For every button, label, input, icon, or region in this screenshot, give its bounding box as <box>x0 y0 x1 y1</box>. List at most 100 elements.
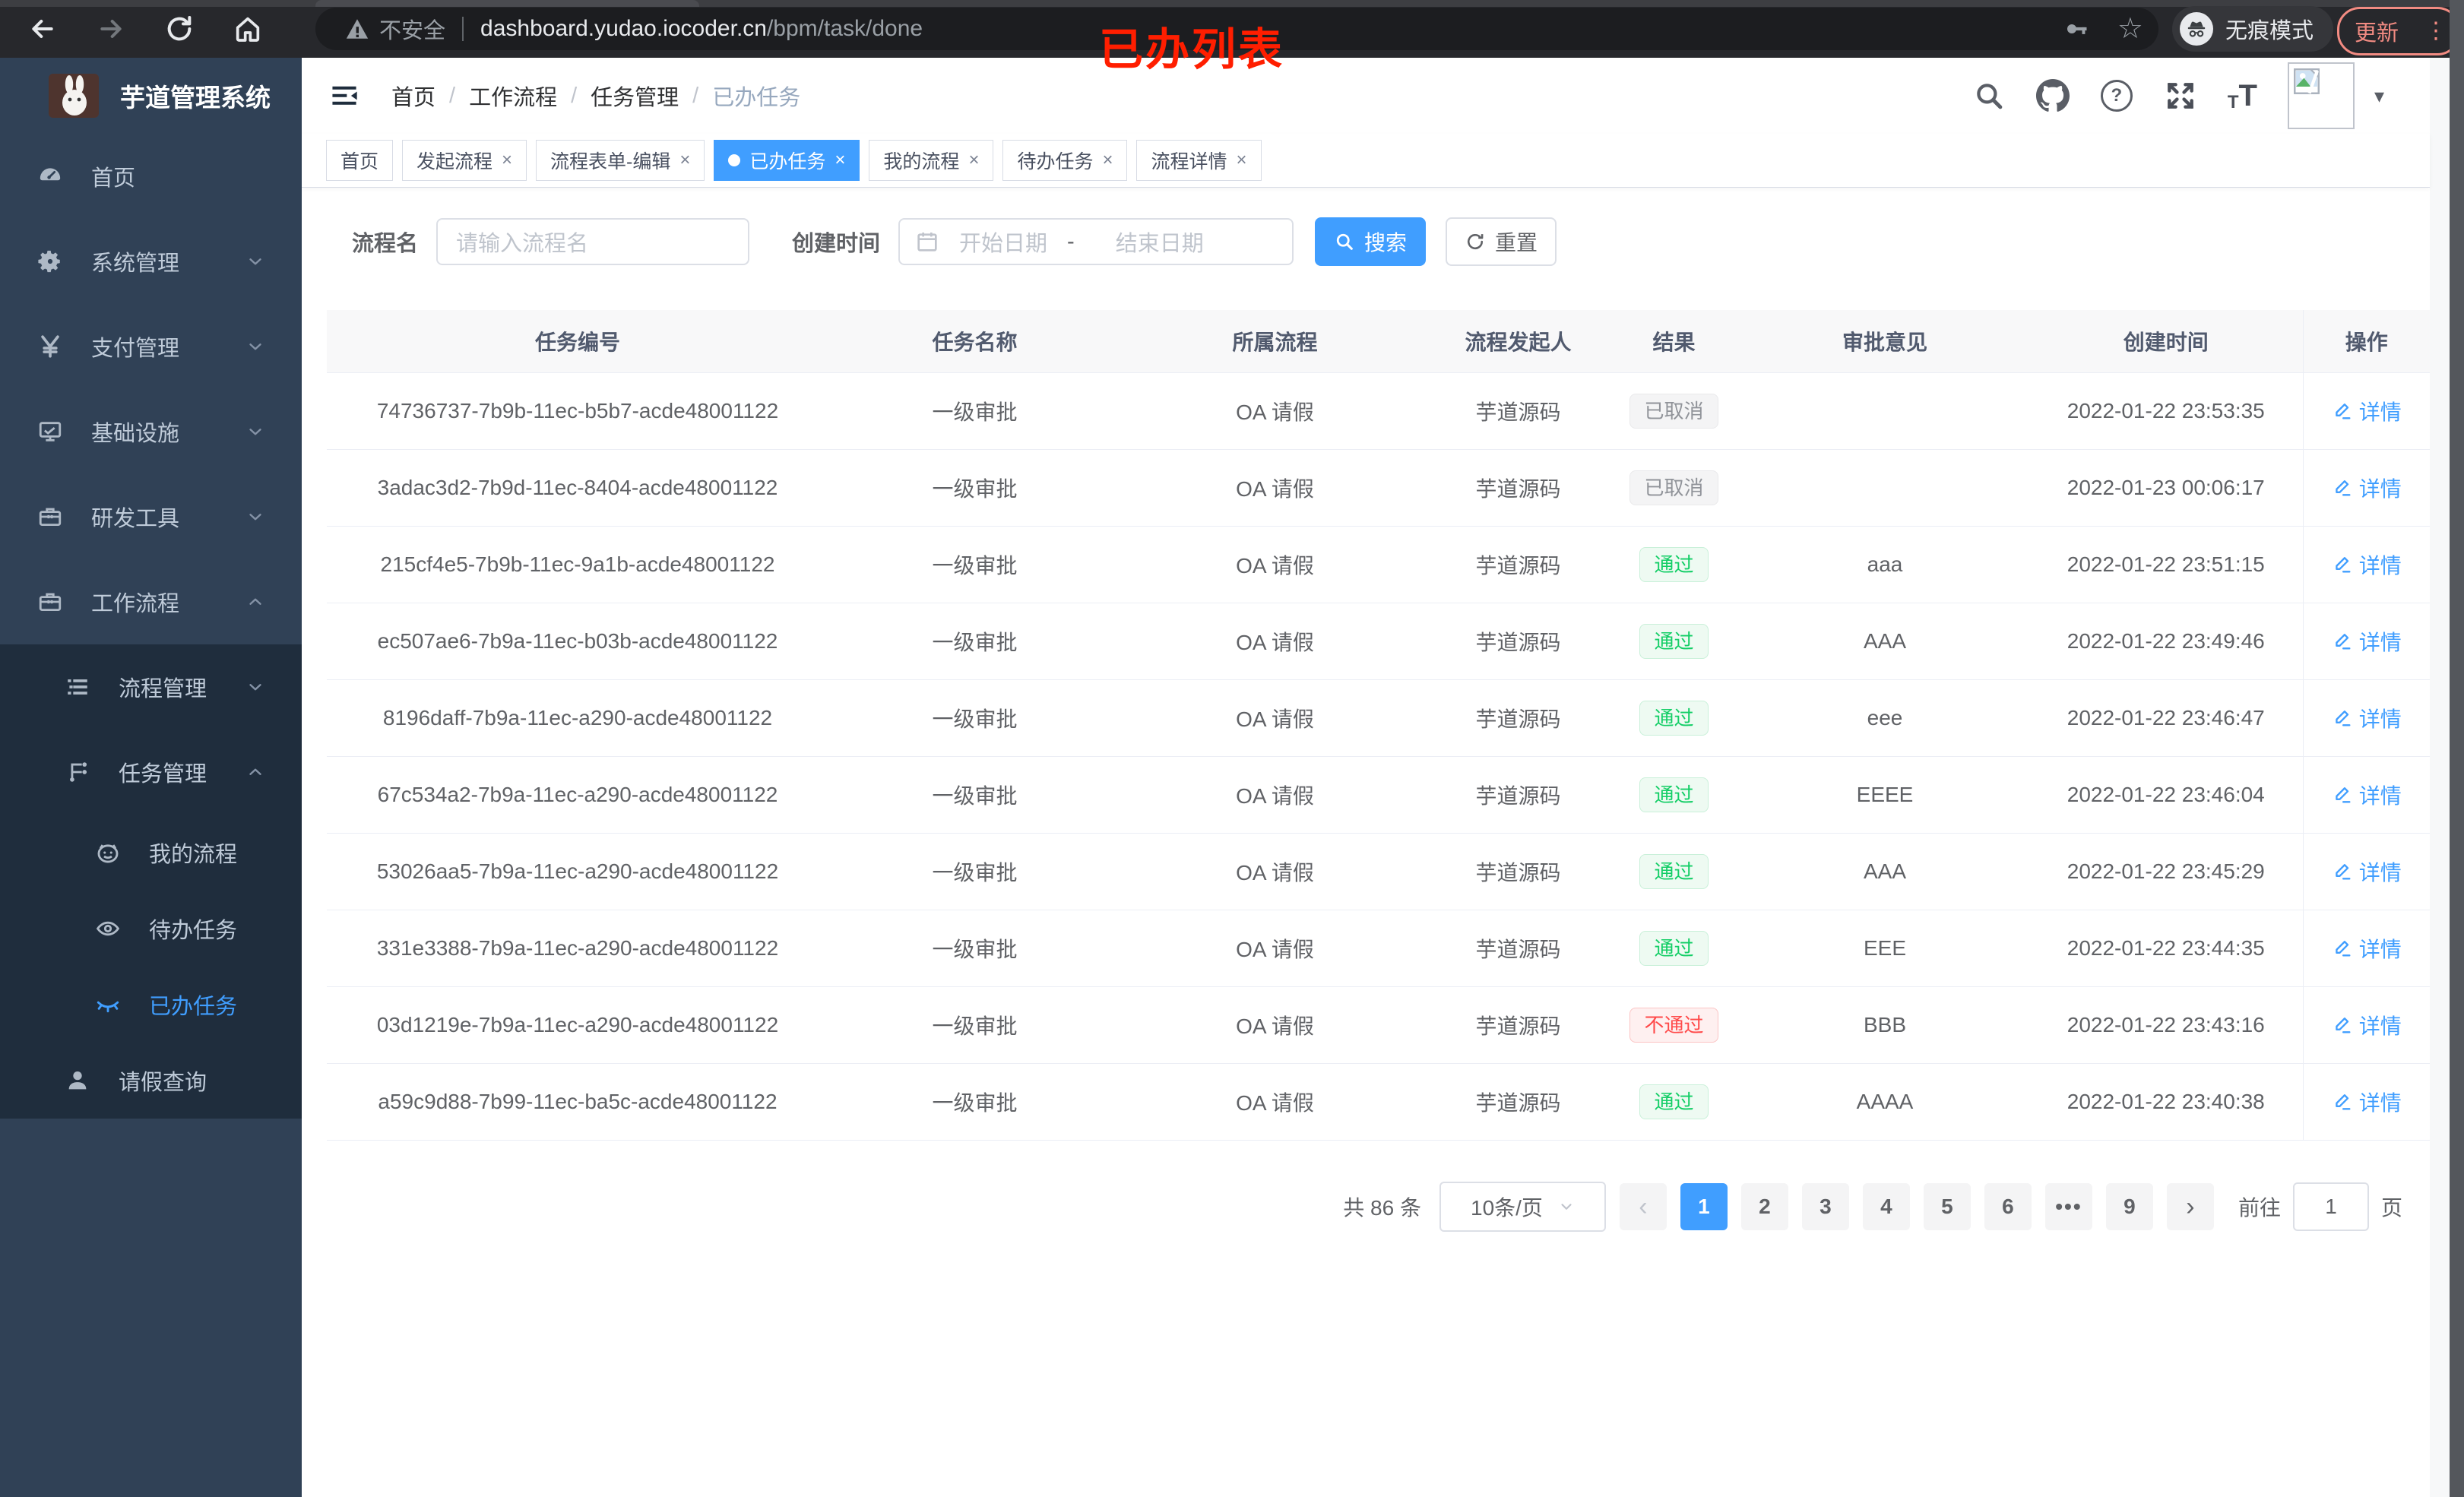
approve-opinion: EEE <box>1740 910 2029 987</box>
close-icon[interactable]: × <box>968 150 980 170</box>
monitor-icon <box>35 419 65 445</box>
status-badge: 通过 <box>1639 547 1709 582</box>
key-icon[interactable] <box>2063 15 2090 43</box>
reset-button[interactable]: 重置 <box>1446 217 1557 266</box>
page-button-4[interactable]: 4 <box>1862 1183 1910 1230</box>
detail-link[interactable]: 详情 <box>2332 396 2402 426</box>
tab-待办任务[interactable]: 待办任务 × <box>1002 140 1128 181</box>
tab-label: 我的流程 <box>883 151 960 172</box>
detail-link[interactable]: 详情 <box>2332 933 2402 964</box>
tab-label: 流程详情 <box>1151 151 1227 172</box>
date-range-input[interactable]: 开始日期 - 结束日期 <box>898 218 1294 265</box>
sidebar-item-流程管理[interactable]: 流程管理 <box>0 644 302 730</box>
browser-tab[interactable] <box>315 0 699 7</box>
table-row: 331e3388-7b9a-11ec-a290-acde48001122 一级审批… <box>327 910 2430 987</box>
process-starter: 芋道源码 <box>1429 372 1607 450</box>
sidebar-item-已办任务[interactable]: 已办任务 <box>0 967 302 1043</box>
detail-link[interactable]: 详情 <box>2332 473 2402 503</box>
fullscreen-icon[interactable] <box>2164 79 2197 112</box>
detail-link[interactable]: 详情 <box>2332 703 2402 733</box>
browser-forward-icon[interactable] <box>93 11 129 47</box>
sidebar-item-系统管理[interactable]: 系统管理 <box>0 219 302 304</box>
page-button-2[interactable]: 2 <box>1740 1183 1788 1230</box>
close-icon[interactable]: × <box>1236 150 1247 170</box>
sidebar-item-支付管理[interactable]: 支付管理 <box>0 304 302 389</box>
detail-link[interactable]: 详情 <box>2332 780 2402 810</box>
close-icon[interactable]: × <box>835 150 846 170</box>
tab-我的流程[interactable]: 我的流程 × <box>869 140 994 181</box>
breadcrumb-task-mgmt[interactable]: 任务管理 <box>591 86 679 110</box>
process-starter: 芋道源码 <box>1429 986 1607 1064</box>
sidebar-item-基础设施[interactable]: 基础设施 <box>0 389 302 474</box>
approve-opinion: EEEE <box>1740 756 2029 834</box>
browser-update-button[interactable]: 更新 ⋮ <box>2337 7 2460 55</box>
url-host: dashboard.yudao.iocoder.cn <box>480 16 767 41</box>
detail-link[interactable]: 详情 <box>2332 1087 2402 1117</box>
tab-首页[interactable]: 首页 <box>326 140 394 181</box>
edit-icon <box>2332 861 2353 882</box>
detail-link[interactable]: 详情 <box>2332 549 2402 580</box>
github-icon[interactable] <box>2035 79 2070 112</box>
sidebar-item-研发工具[interactable]: 研发工具 <box>0 474 302 559</box>
browser-reload-icon[interactable] <box>161 11 198 47</box>
sidebar-item-任务管理[interactable]: 任务管理 <box>0 730 302 815</box>
url-bar[interactable]: 不安全 dashboard.yudao.iocoder.cn/bpm/task/… <box>315 8 2158 50</box>
browser-menu-icon[interactable]: ⋮ <box>2424 18 2447 43</box>
result-tag: 通过 <box>1607 526 1740 603</box>
sidebar-item-label: 支付管理 <box>91 337 180 361</box>
sidebar-item-待办任务[interactable]: 待办任务 <box>0 891 302 967</box>
approve-opinion <box>1740 449 2029 527</box>
sidebar-item-label: 基础设施 <box>91 422 180 446</box>
tab-已办任务[interactable]: 已办任务 × <box>714 140 860 181</box>
sidebar-collapse-icon[interactable] <box>325 76 364 116</box>
sidebar-item-我的流程[interactable]: 我的流程 <box>0 815 302 891</box>
update-label[interactable]: 更新 <box>2355 21 2399 46</box>
sidebar: 芋道管理系统 首页 系统管理支付管理基础设施研发工具 工作流程 流程管理 任务管理 我的流… <box>0 58 302 1497</box>
chevron-down-icon[interactable]: ▾ <box>2374 84 2384 107</box>
page-button-9[interactable]: 9 <box>2105 1183 2153 1230</box>
detail-link[interactable]: 详情 <box>2332 1010 2402 1040</box>
next-page-button[interactable]: › <box>2166 1183 2214 1230</box>
detail-link[interactable]: 详情 <box>2332 626 2402 657</box>
sidebar-item-工作流程[interactable]: 工作流程 <box>0 559 302 644</box>
page-button-5[interactable]: 5 <box>1923 1183 1971 1230</box>
page-button-6[interactable]: 6 <box>1984 1183 2032 1230</box>
tab-label: 已办任务 <box>749 151 826 172</box>
warning-icon[interactable] <box>344 16 370 42</box>
more-pages-button[interactable]: ••• <box>2044 1183 2092 1230</box>
page-button-3[interactable]: 3 <box>1801 1183 1849 1230</box>
goto-page-input[interactable] <box>2292 1182 2369 1231</box>
tab-发起流程[interactable]: 发起流程 × <box>402 140 527 181</box>
browser-back-icon[interactable] <box>24 11 61 47</box>
search-icon[interactable] <box>1972 79 2006 112</box>
process-name-input[interactable]: 请输入流程名 <box>436 218 750 265</box>
breadcrumb-home[interactable]: 首页 <box>391 86 436 110</box>
browser-home-icon[interactable] <box>230 11 266 47</box>
process-name-label: 流程名 <box>352 232 419 256</box>
close-icon[interactable]: × <box>679 150 691 170</box>
help-icon[interactable]: ? <box>2100 79 2133 112</box>
prev-page-button[interactable]: ‹ <box>1619 1183 1667 1230</box>
page-size-select[interactable]: 10条/页 <box>1439 1182 1606 1232</box>
page-button-1[interactable]: 1 <box>1680 1183 1728 1230</box>
flow-icon <box>62 759 93 785</box>
close-icon[interactable]: × <box>1102 150 1113 170</box>
row-actions: 详情 <box>2302 833 2430 910</box>
tab-流程表单-编辑[interactable]: 流程表单-编辑 × <box>536 140 705 181</box>
app-logo[interactable]: 芋道管理系统 <box>0 58 302 134</box>
sidebar-item-请假查询[interactable]: 请假查询 <box>0 1043 302 1119</box>
breadcrumb-workflow[interactable]: 工作流程 <box>469 86 558 110</box>
create-time-label: 创建时间 <box>792 232 881 256</box>
detail-link[interactable]: 详情 <box>2332 856 2402 887</box>
sidebar-item-首页[interactable]: 首页 <box>0 134 302 219</box>
sidebar-item-label: 请假查询 <box>119 1071 207 1095</box>
search-button[interactable]: 搜索 <box>1315 217 1427 266</box>
column-header-结果: 结果 <box>1607 310 1740 373</box>
page-scrollbar-gutter[interactable] <box>2430 58 2450 1497</box>
avatar[interactable] <box>2287 62 2355 129</box>
bookmark-star-icon[interactable]: ☆ <box>2117 13 2143 45</box>
start-date-placeholder: 开始日期 <box>959 232 1048 256</box>
tab-流程详情[interactable]: 流程详情 × <box>1136 140 1262 181</box>
close-icon[interactable]: × <box>502 150 513 170</box>
